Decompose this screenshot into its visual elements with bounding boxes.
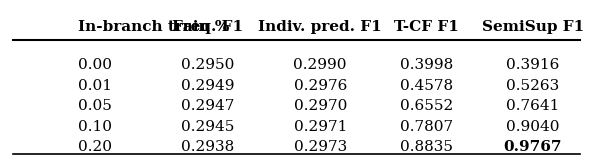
- Text: 0.2947: 0.2947: [181, 99, 235, 113]
- Text: 0.10: 0.10: [78, 120, 112, 134]
- Text: 0.7641: 0.7641: [506, 99, 560, 113]
- Text: 0.2971: 0.2971: [294, 120, 347, 134]
- Text: Indiv. pred. F1: Indiv. pred. F1: [258, 21, 382, 35]
- Text: 0.00: 0.00: [78, 58, 112, 72]
- Text: In-branch train %: In-branch train %: [78, 21, 230, 35]
- Text: 0.6552: 0.6552: [400, 99, 453, 113]
- Text: 0.2990: 0.2990: [294, 58, 347, 72]
- Text: 0.9040: 0.9040: [506, 120, 560, 134]
- Text: T-CF F1: T-CF F1: [394, 21, 459, 35]
- Text: 0.2970: 0.2970: [294, 99, 347, 113]
- Text: 0.3998: 0.3998: [400, 58, 453, 72]
- Text: 0.2938: 0.2938: [181, 140, 234, 154]
- Text: 0.4578: 0.4578: [400, 79, 453, 93]
- Text: 0.20: 0.20: [78, 140, 112, 154]
- Text: 0.9767: 0.9767: [504, 140, 562, 154]
- Text: 0.3916: 0.3916: [506, 58, 560, 72]
- Text: 0.2949: 0.2949: [181, 79, 235, 93]
- Text: 0.2976: 0.2976: [294, 79, 347, 93]
- Text: 0.8835: 0.8835: [400, 140, 453, 154]
- Text: 0.2950: 0.2950: [181, 58, 235, 72]
- Text: 0.2973: 0.2973: [294, 140, 347, 154]
- Text: 0.5263: 0.5263: [506, 79, 559, 93]
- Text: 0.2945: 0.2945: [181, 120, 235, 134]
- Text: 0.01: 0.01: [78, 79, 112, 93]
- Text: Freq. F1: Freq. F1: [172, 21, 243, 35]
- Text: SemiSup F1: SemiSup F1: [481, 21, 584, 35]
- Text: 0.05: 0.05: [78, 99, 112, 113]
- Text: 0.7807: 0.7807: [400, 120, 453, 134]
